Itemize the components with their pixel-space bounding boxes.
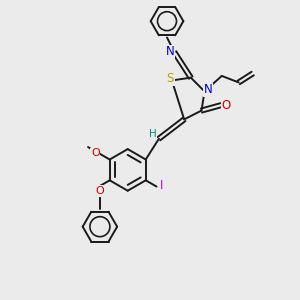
Text: O: O (95, 186, 104, 196)
Text: H: H (148, 129, 156, 139)
Text: S: S (167, 73, 174, 85)
Text: O: O (221, 99, 231, 112)
Text: N: N (166, 45, 175, 58)
Text: N: N (204, 83, 212, 96)
Text: I: I (160, 178, 163, 192)
Text: O: O (91, 148, 100, 158)
